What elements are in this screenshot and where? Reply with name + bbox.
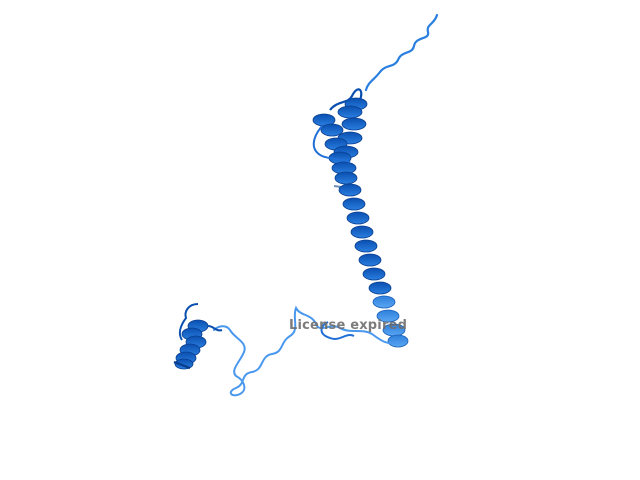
small-helix-domain (174, 319, 209, 370)
license-watermark: License expired (289, 318, 408, 333)
n-terminal-coil (364, 13, 439, 92)
linker-coil (213, 305, 399, 397)
small-domain-loop (178, 303, 223, 341)
long-helix (338, 183, 392, 295)
helix-bundle (312, 97, 368, 185)
long-helix-lower (372, 295, 409, 348)
c-terminal (173, 360, 191, 370)
bundle-loop-top (329, 88, 363, 111)
linker-coil-dark (320, 321, 355, 340)
bundle-loop (312, 125, 351, 163)
